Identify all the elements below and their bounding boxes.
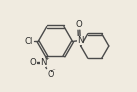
Text: O: O: [75, 20, 82, 29]
Text: N: N: [40, 58, 46, 67]
Text: N: N: [77, 36, 83, 45]
Text: Cl: Cl: [25, 37, 33, 46]
Text: O: O: [29, 58, 36, 67]
Text: +: +: [45, 56, 49, 61]
Text: O: O: [47, 70, 54, 79]
Text: •⁻: •⁻: [49, 69, 55, 74]
